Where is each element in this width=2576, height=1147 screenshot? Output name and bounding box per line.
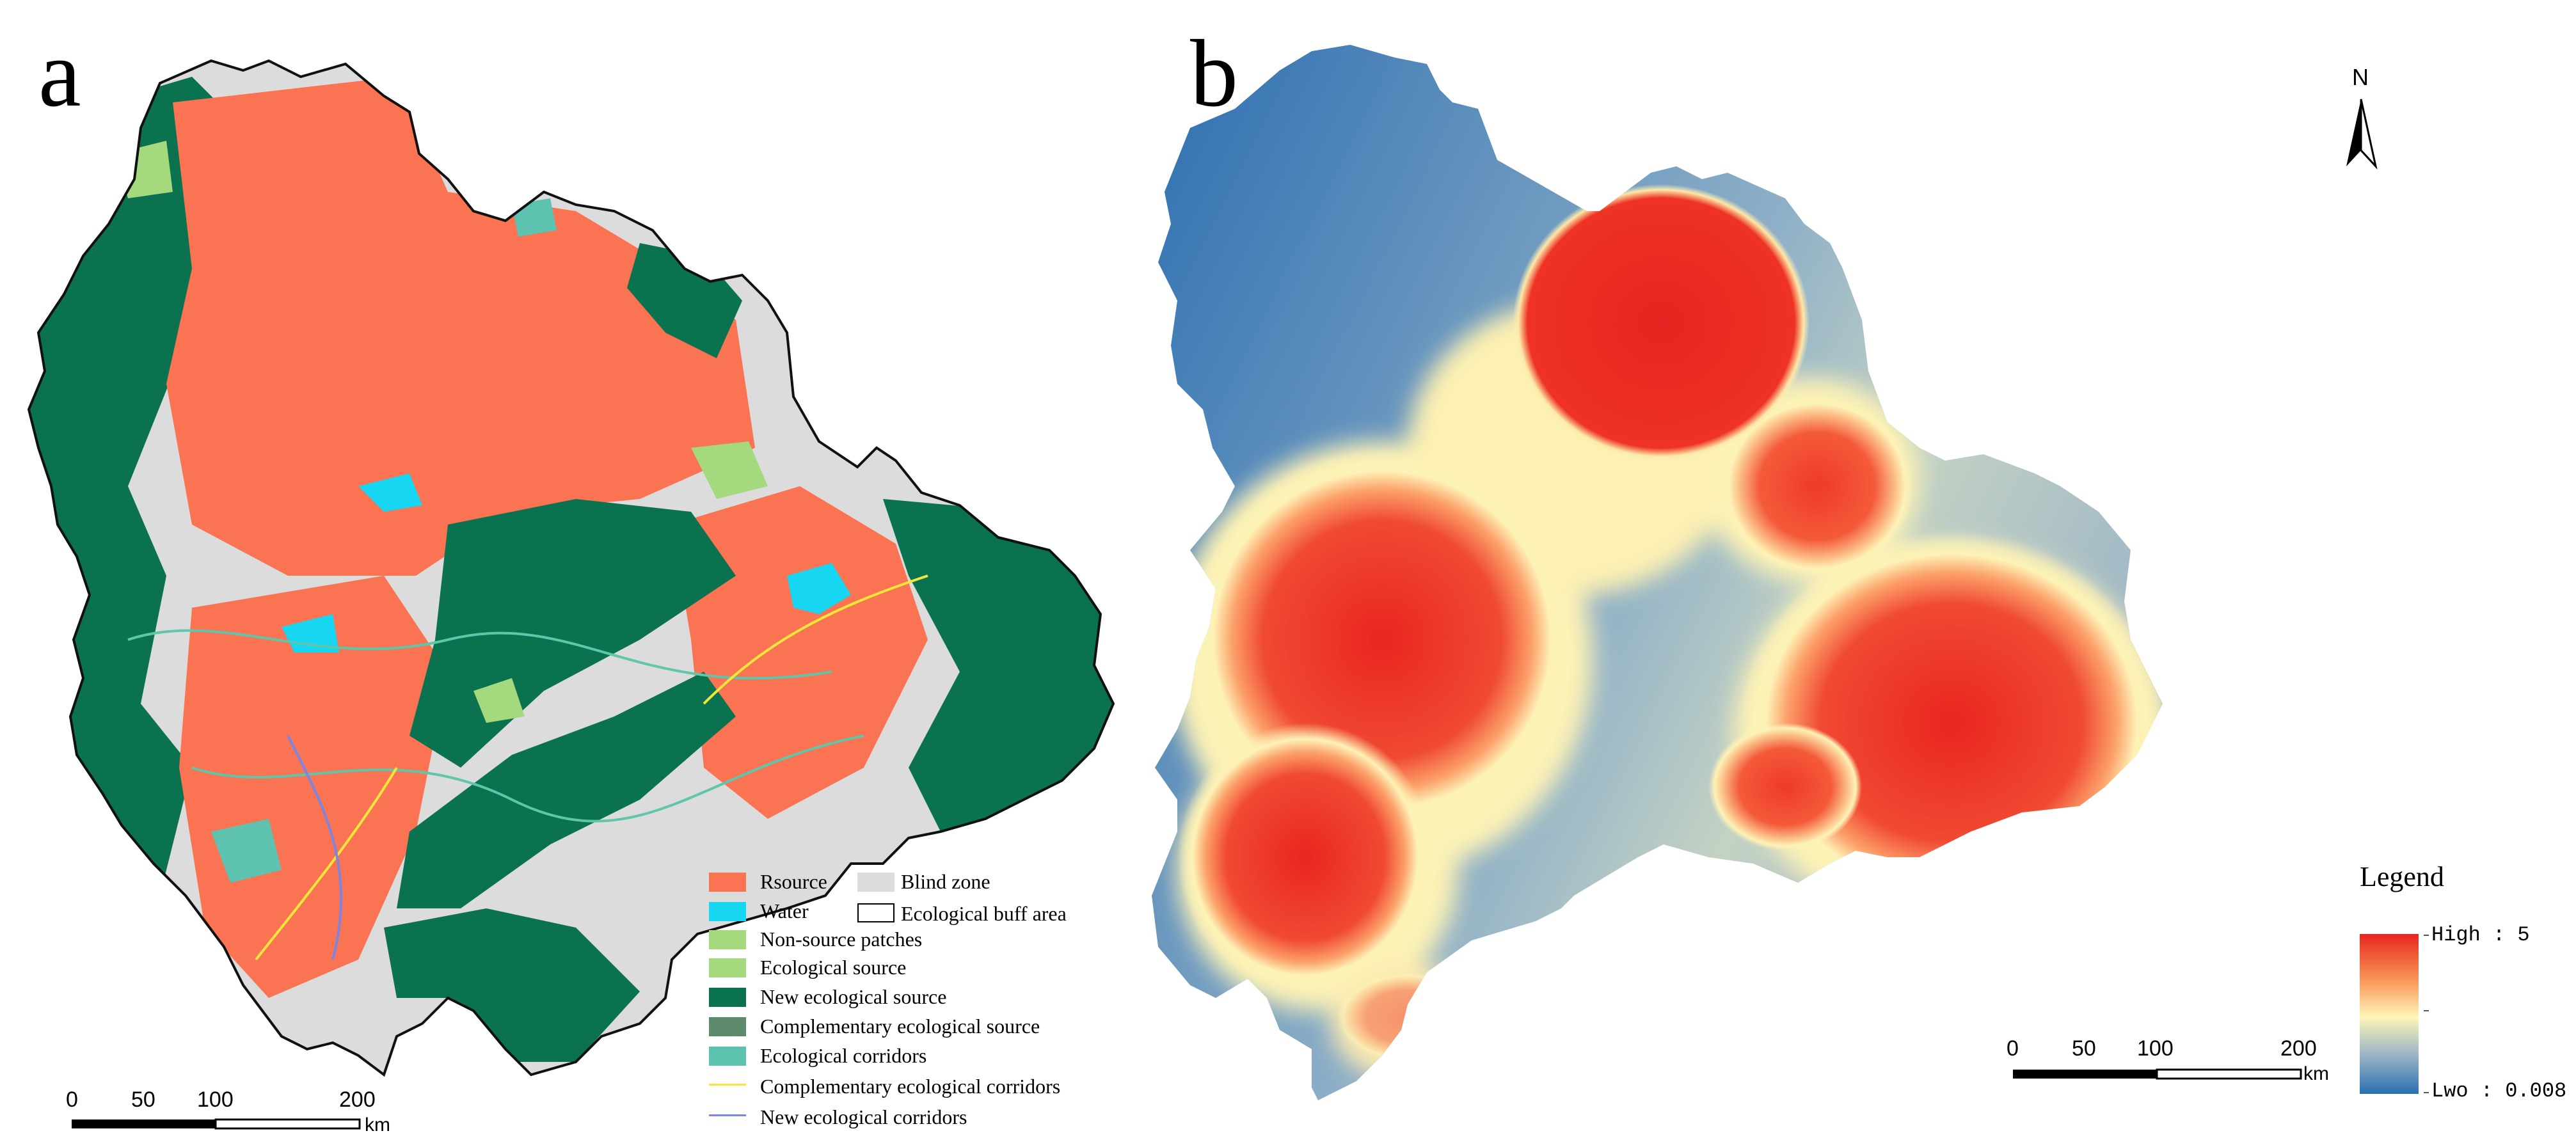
water-body-2 <box>787 563 851 614</box>
new-corridor-1 <box>287 735 342 960</box>
panel-b-map <box>1152 45 2429 1100</box>
legend-label-blind-zone: Blind zone <box>901 870 990 893</box>
scale-unit: km <box>2303 1063 2329 1084</box>
hotspot-east-small <box>1708 723 1862 851</box>
legend-swatch-rsource <box>709 873 746 892</box>
scale-tick-0: 0 <box>2007 1036 2019 1061</box>
legend-gradient-bar <box>2360 934 2419 1094</box>
panel-a-scale-bar <box>72 1118 361 1130</box>
complementary-corridor-1 <box>255 766 398 961</box>
hotspot-north <box>1513 184 1809 462</box>
scale-tick-100: 100 <box>197 1088 234 1112</box>
legend-title: Legend <box>2360 861 2444 892</box>
hotspot-south <box>1337 972 1478 1062</box>
scale-tick-50: 50 <box>131 1088 155 1112</box>
north-arrow-icon <box>2346 99 2378 170</box>
panel-a-ecological-network-map: a <box>0 0 1152 1147</box>
scale-tick-200: 200 <box>2280 1036 2317 1061</box>
scale-bar-white-segment <box>2156 1068 2302 1080</box>
legend-high-label: High : 5 <box>2431 923 2530 947</box>
legend-label-ecological-corridors: Ecological corridors <box>760 1044 927 1067</box>
legend-swatch-water <box>709 902 746 921</box>
legend-swatch-blind-zone <box>857 873 894 892</box>
scale-bar-black-segment <box>72 1119 216 1128</box>
panel-a-letter: a <box>38 20 81 127</box>
non-source-patch-1 <box>691 441 768 499</box>
legend-line-ecological-corridors <box>709 1053 746 1055</box>
legend-label-complementary-ecological-corridors: Complementary ecological corridors <box>760 1075 1061 1098</box>
scale-tick-100: 100 <box>2137 1036 2174 1061</box>
scale-unit: km <box>365 1114 390 1135</box>
legend-label-complementary-ecological-source: Complementary ecological source <box>760 1015 1040 1038</box>
scale-tick-200: 200 <box>339 1088 376 1112</box>
scale-tick-0: 0 <box>66 1088 78 1112</box>
hotspot-east <box>1740 531 2163 915</box>
legend-swatch-ecological-buff-area <box>857 903 894 922</box>
legend-swatch-non-source-patches-2 <box>709 958 746 977</box>
panel-a-legend: Rsource Blind zone Water Ecological buff… <box>709 864 1144 1145</box>
legend-swatch-complementary-ecological-source <box>709 1047 746 1066</box>
legend-line-new-ecological-corridors <box>709 1114 746 1116</box>
legend-swatch-ecological-source <box>709 988 746 1007</box>
ecological-corridor-1 <box>127 629 832 680</box>
panel-b-letter: b <box>1190 20 1238 127</box>
legend-label-ecological-source: Ecological source <box>760 956 907 979</box>
hotspot-southwest <box>1177 723 1433 992</box>
legend-label-new-ecological-corridors: New ecological corridors <box>760 1105 967 1128</box>
legend-low-label: Lwo : 0.008 <box>2431 1079 2567 1103</box>
panel-b-scale-bar <box>2013 1068 2302 1080</box>
rsource-central-north <box>166 77 755 576</box>
scale-bar-black-segment <box>2013 1070 2157 1079</box>
ecological-source-central-south <box>397 672 736 908</box>
complementary-corridor-2 <box>703 574 928 705</box>
legend-swatch-non-source-patches <box>709 930 746 949</box>
water-body-1 <box>358 473 422 512</box>
legend-line-complementary-ecological-corridors <box>709 1084 746 1086</box>
scale-tick-50: 50 <box>2072 1036 2096 1061</box>
panel-b-density-map: b <box>1152 0 2576 1147</box>
panel-a-boundary <box>27 59 1115 1077</box>
panel-a-map <box>27 59 1115 1130</box>
ecological-corridor-2 <box>191 734 864 823</box>
legend-label-ecological-buff-area: Ecological buff area <box>901 902 1067 925</box>
complementary-ecological-source-2 <box>512 198 557 237</box>
legend-swatch-new-ecological-source <box>709 1017 746 1036</box>
ecological-source-south <box>384 908 640 1062</box>
legend-label-new-ecological-source: New ecological source <box>760 985 947 1008</box>
hotspot-northeast <box>1721 397 1913 576</box>
legend-label-non-source-patches: Non-source patches <box>760 928 923 951</box>
complementary-ecological-source-1 <box>211 819 282 883</box>
non-source-patch-2 <box>473 678 525 723</box>
ecological-source-east <box>883 499 1113 832</box>
scale-bar-white-segment <box>214 1118 361 1130</box>
legend-label-water: Water <box>760 899 809 922</box>
legend-label-rsource: Rsource <box>760 870 827 893</box>
non-source-patch-3 <box>115 141 173 198</box>
north-arrow-label: N <box>2352 64 2369 90</box>
